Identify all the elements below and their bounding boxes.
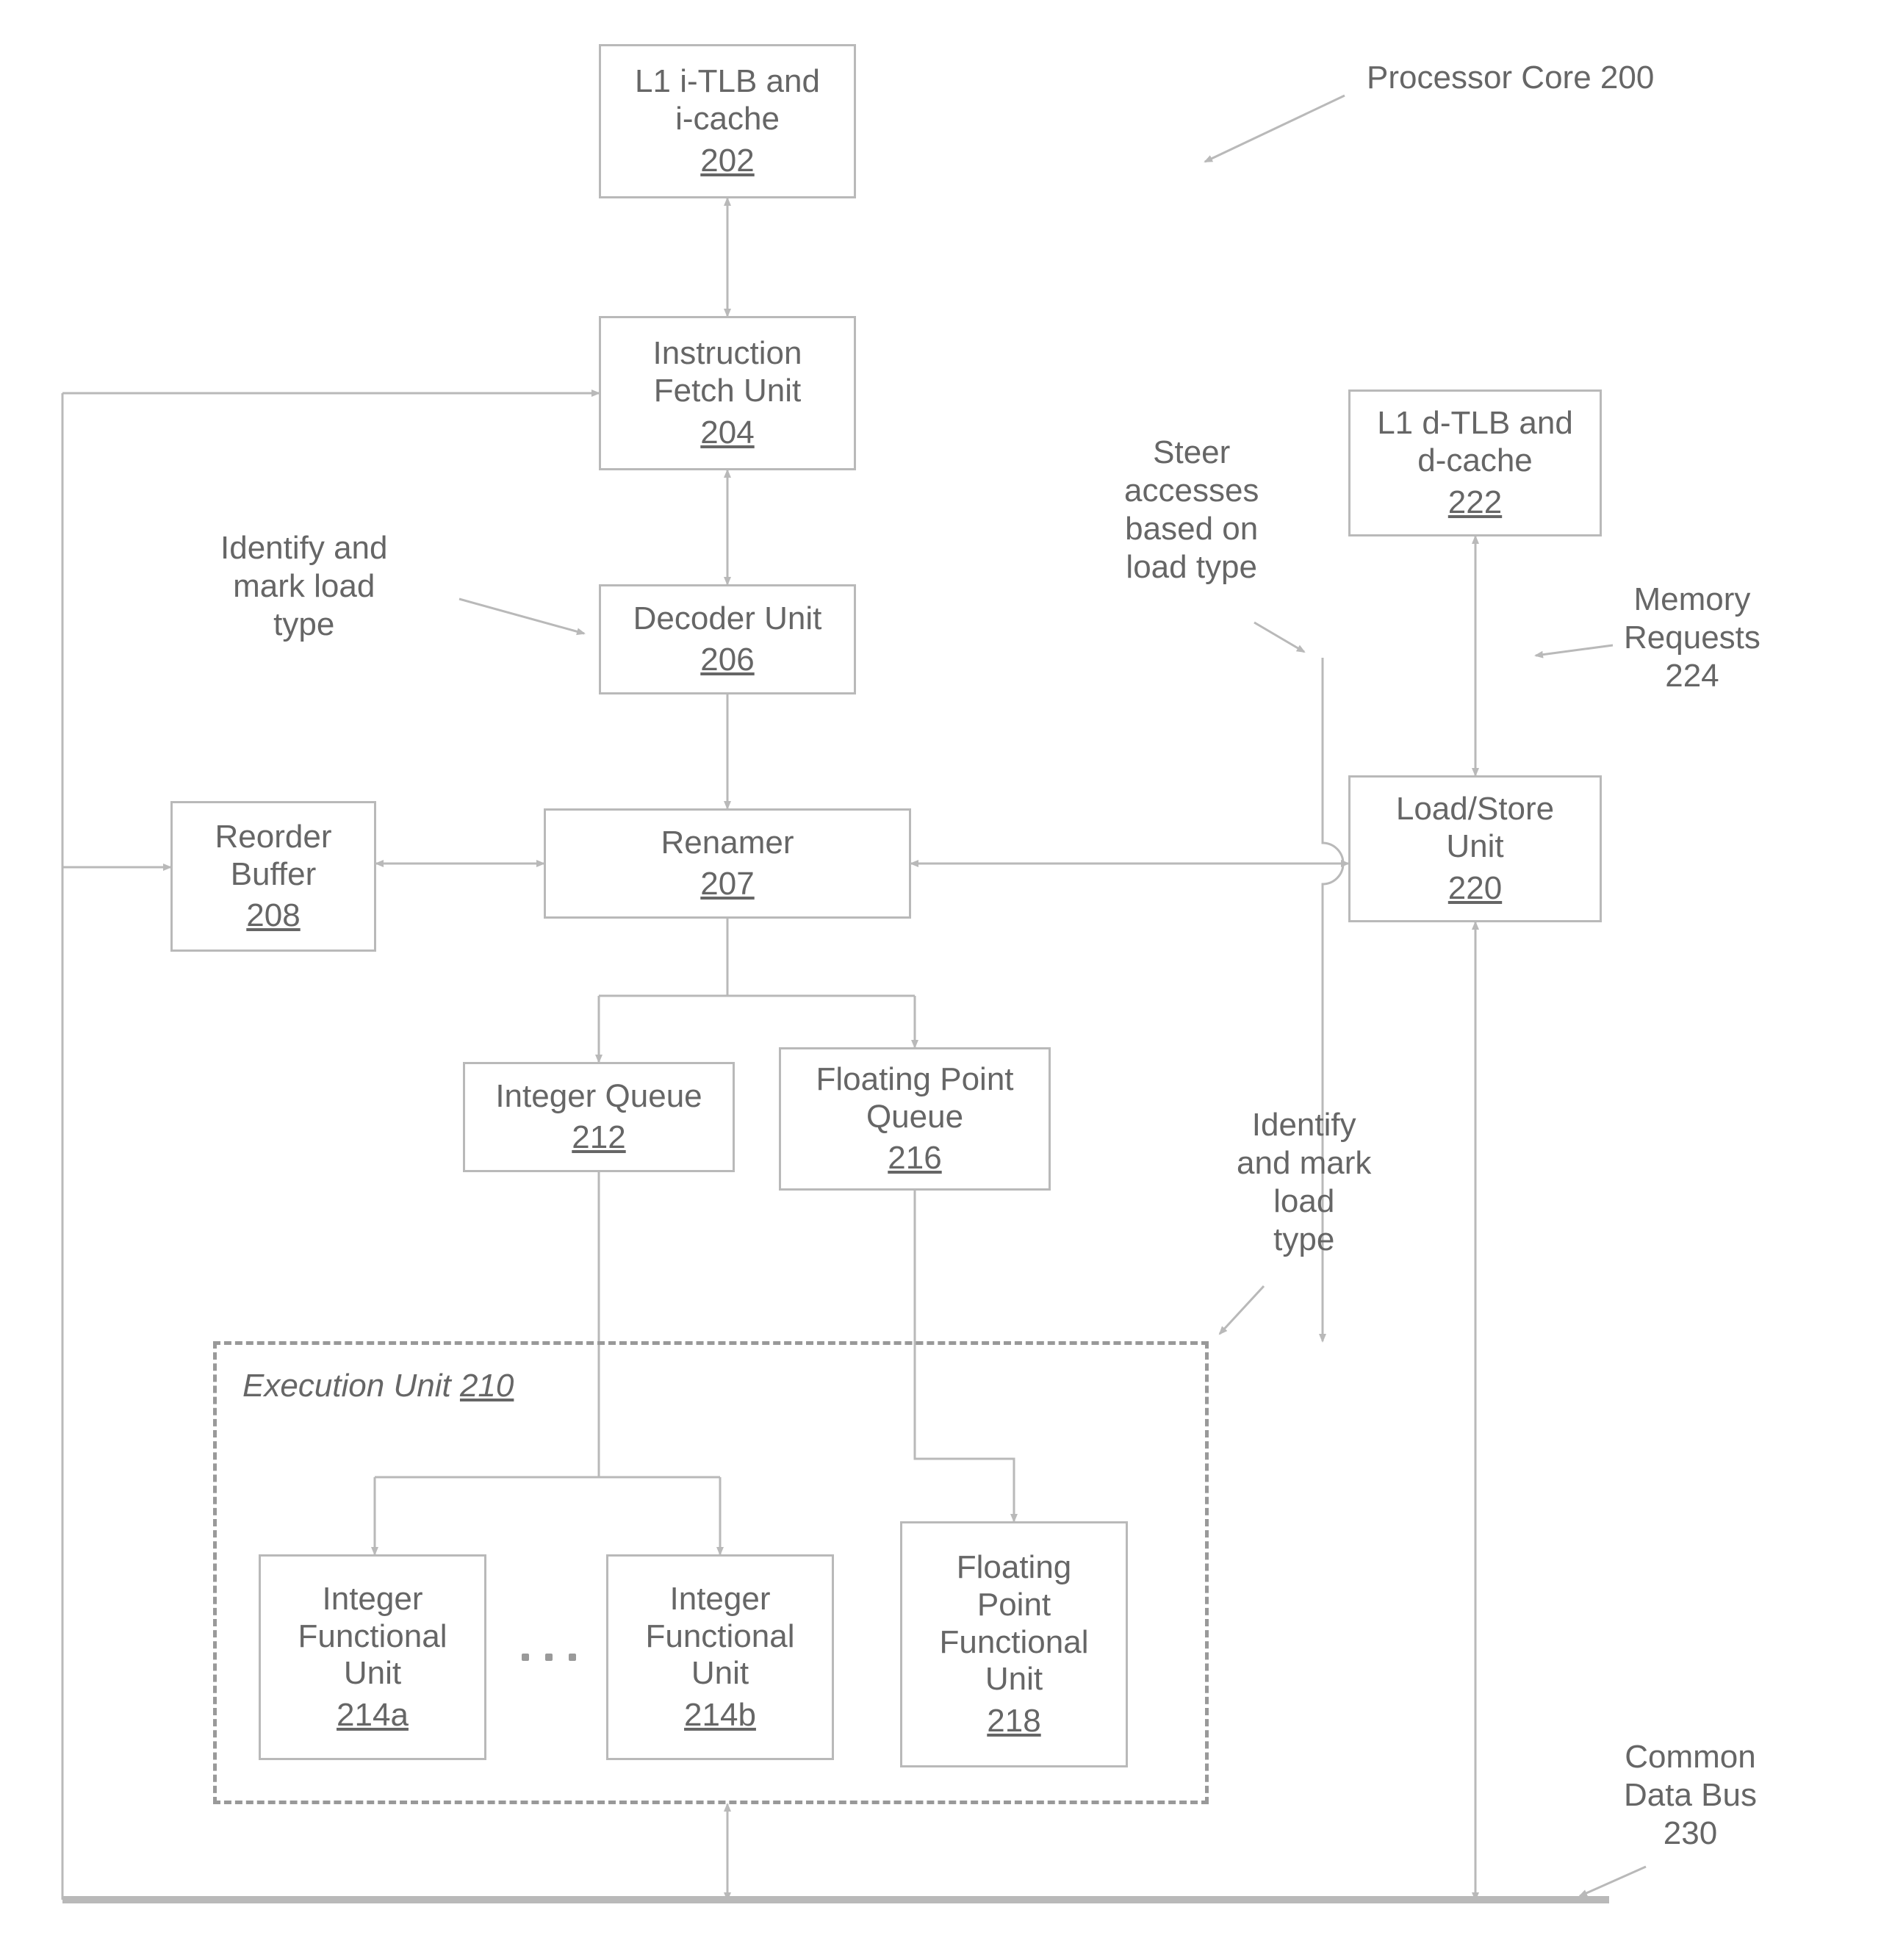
execution-unit-label: Execution Unit 210 xyxy=(242,1367,514,1405)
ann-exec: Identifyand markloadtype xyxy=(1237,1106,1371,1259)
processor-core-label: Processor Core 200 xyxy=(1367,59,1654,97)
diagram-canvas: L1 i-TLB andi-cache 202 InstructionFetch U… xyxy=(0,0,1881,1960)
node-title: Integer Queue xyxy=(495,1078,702,1116)
common-data-bus-label: CommonData Bus230 xyxy=(1624,1738,1757,1853)
node-number: 208 xyxy=(246,897,300,934)
node-intq: Integer Queue212 xyxy=(463,1062,735,1172)
node-number: 220 xyxy=(1448,870,1502,907)
ellipsis-icon xyxy=(522,1654,576,1661)
node-rob: ReorderBuffer 208 xyxy=(170,801,376,952)
node-number: 216 xyxy=(888,1140,941,1177)
node-icache: L1 i-TLB andi-cache 202 xyxy=(599,44,856,198)
node-decoder: Decoder Unit 206 xyxy=(599,584,856,694)
node-number: 222 xyxy=(1448,484,1502,521)
node-ifu: InstructionFetch Unit 204 xyxy=(599,316,856,470)
node-number: 202 xyxy=(700,143,754,179)
execution-unit-box xyxy=(213,1341,1209,1804)
node-renamer: Renamer 207 xyxy=(544,808,911,919)
node-title: InstructionFetch Unit xyxy=(653,335,802,409)
node-fpq: Floating PointQueue 216 xyxy=(779,1047,1051,1191)
node-number: 206 xyxy=(700,642,754,678)
node-title: Floating PointQueue xyxy=(816,1061,1013,1135)
node-title: Renamer xyxy=(661,825,794,862)
node-dcache: L1 d-TLB andd-cache 222 xyxy=(1348,390,1602,536)
ann-decoder: Identify andmark loadtype xyxy=(220,529,388,644)
node-number: 212 xyxy=(572,1119,625,1156)
node-number: 204 xyxy=(700,414,754,451)
node-number: 207 xyxy=(700,866,754,902)
ann-steer: Steeraccessesbased onload type xyxy=(1124,434,1259,586)
node-title: Decoder Unit xyxy=(633,600,822,638)
node-title: ReorderBuffer xyxy=(215,819,332,893)
ann-memreq: MemoryRequests224 xyxy=(1624,581,1760,695)
node-title: Load/StoreUnit xyxy=(1396,791,1554,865)
node-lsu: Load/StoreUnit 220 xyxy=(1348,775,1602,922)
node-title: L1 d-TLB andd-cache xyxy=(1377,405,1573,479)
node-title: L1 i-TLB andi-cache xyxy=(635,63,820,137)
